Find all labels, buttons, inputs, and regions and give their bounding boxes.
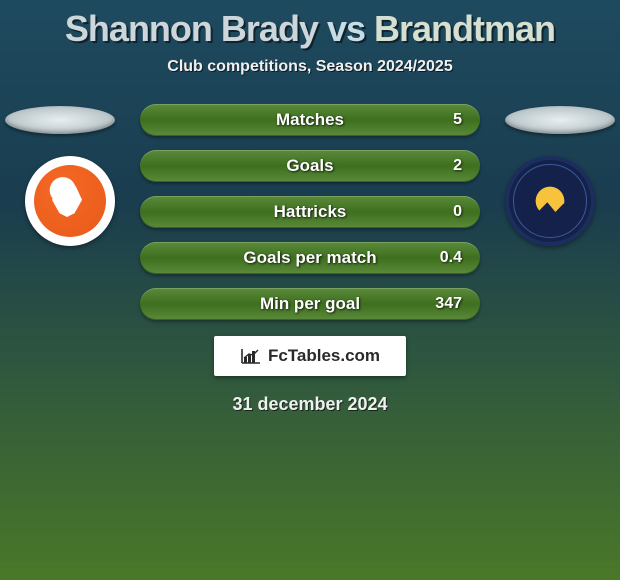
stats-bars: Matches 5 Goals 2 Hattricks 0 Goals per …	[140, 104, 480, 334]
stat-row-goals: Goals 2	[140, 150, 480, 182]
player1-club-crest	[25, 156, 115, 246]
stat-label: Matches	[276, 110, 344, 130]
title-player1: Shannon Brady	[65, 8, 318, 49]
branding-text: FcTables.com	[268, 346, 380, 366]
crest-shield-icon	[34, 165, 106, 237]
stat-value: 0	[453, 203, 462, 221]
date-text: 31 december 2024	[0, 394, 620, 415]
stat-label: Hattricks	[274, 202, 347, 222]
player2-base-ellipse	[505, 106, 615, 134]
bar-chart-icon	[240, 347, 262, 365]
stat-row-hattricks: Hattricks 0	[140, 196, 480, 228]
stat-value: 2	[453, 157, 462, 175]
stat-value: 0.4	[440, 249, 462, 267]
title-player2: Brandtman	[374, 8, 555, 49]
stat-label: Goals	[286, 156, 333, 176]
crest-wave-icon	[525, 176, 575, 226]
stat-row-goals-per-match: Goals per match 0.4	[140, 242, 480, 274]
stat-label: Goals per match	[243, 248, 376, 268]
stat-row-matches: Matches 5	[140, 104, 480, 136]
stat-label: Min per goal	[260, 294, 360, 314]
player2-club-crest	[505, 156, 595, 246]
stat-value: 5	[453, 111, 462, 129]
player1-base-ellipse	[5, 106, 115, 134]
stat-row-min-per-goal: Min per goal 347	[140, 288, 480, 320]
main-comparison: Matches 5 Goals 2 Hattricks 0 Goals per …	[0, 96, 620, 336]
subtitle: Club competitions, Season 2024/2025	[0, 58, 620, 76]
stat-value: 347	[435, 295, 462, 313]
branding-badge: FcTables.com	[214, 336, 406, 376]
title-vs: vs	[327, 8, 365, 49]
page-title: Shannon Brady vs Brandtman	[0, 8, 620, 50]
